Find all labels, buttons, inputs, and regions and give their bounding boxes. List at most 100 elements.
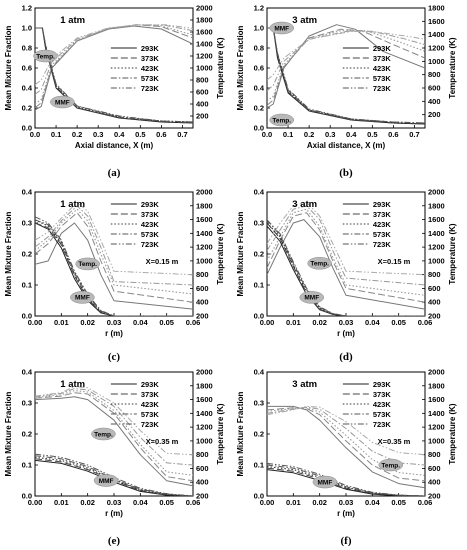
x-tick-label: 0.01 xyxy=(286,498,301,507)
temp-line-373K xyxy=(267,407,425,482)
y-axis-label: Mean Mixture Fraction xyxy=(4,211,13,296)
y2-tick-label: 800 xyxy=(196,450,209,459)
y2-tick-label: 200 xyxy=(196,312,209,321)
y2-tick-label: 1400 xyxy=(196,409,213,418)
y-tick-label: 0.4 xyxy=(22,84,33,93)
y2-tick-label: 2000 xyxy=(428,368,445,377)
panel-a: 0.0 0.1 0.2 0.3 0.4 0.5 0.6 0.7 0.0 0.2 0.4 0.6 0.8 1… xyxy=(4,4,225,180)
temp-line-373K xyxy=(267,212,425,303)
y2-tick-label: 2000 xyxy=(428,188,445,197)
position-note: X=0.35 m xyxy=(146,437,179,446)
pressure-label: 3 atm xyxy=(292,199,317,210)
temp-line-293K xyxy=(35,25,193,111)
temp-line-723K xyxy=(35,386,193,456)
y-axis-label: Mean Mixture Fraction xyxy=(4,25,13,110)
bubble xyxy=(307,257,332,270)
y-tick-label: 0.2 xyxy=(254,250,264,259)
y2-tick-label: 1400 xyxy=(428,229,445,238)
x-tick-label: 0.02 xyxy=(312,498,327,507)
mmf-line-423K xyxy=(267,222,425,316)
y2-tick-label: 400 xyxy=(196,298,209,307)
y2-tick-label: 2000 xyxy=(196,4,213,13)
y2-tick-label: 400 xyxy=(196,478,209,487)
y2-tick-label: 200 xyxy=(196,112,209,121)
legend-label: 573K xyxy=(373,410,392,419)
temp-line-573K xyxy=(267,406,425,466)
bubble-label: Temp. xyxy=(381,462,400,469)
y2-axis-label: Temperature (K) xyxy=(448,37,457,99)
x-tick-label: 0.04 xyxy=(133,318,148,327)
legend-label: 423K xyxy=(141,220,160,229)
x-tick-label: 0.3 xyxy=(93,130,103,139)
mmf-line-723K xyxy=(35,27,193,123)
legend-label: 723K xyxy=(141,420,160,429)
x-axis-label: r (m) xyxy=(337,509,355,518)
x-tick-label: 0.00 xyxy=(28,318,43,327)
temp-line-373K xyxy=(35,24,193,108)
bubble-label: Temp. xyxy=(78,261,97,268)
mmf-line-573K xyxy=(267,464,425,496)
legend-label: 373K xyxy=(373,54,392,63)
x-tick-label: 0.01 xyxy=(286,318,301,327)
subplot-label: (a) xyxy=(108,167,121,179)
temp-line-373K xyxy=(35,392,193,482)
y2-tick-label: 600 xyxy=(428,464,441,473)
temp-line-573K xyxy=(267,205,425,286)
pressure-label: 3 atm xyxy=(292,15,317,26)
temp-line-293K xyxy=(35,222,193,310)
bubble xyxy=(269,113,294,127)
temp-line-723K xyxy=(267,405,425,456)
subplot-label: (b) xyxy=(339,167,353,179)
temp-line-573K xyxy=(35,388,193,466)
y2-tick-label: 600 xyxy=(428,284,441,293)
x-tick-label: 0.05 xyxy=(159,318,174,327)
bubble-label: MMF xyxy=(99,478,114,485)
y2-tick-label: 1800 xyxy=(428,4,445,13)
y2-tick-label: 1600 xyxy=(428,215,445,224)
legend-label: 423K xyxy=(373,220,392,229)
x-tick-label: 0.06 xyxy=(186,318,201,327)
panel-e: 0.00 0.01 0.02 0.03 0.04 0.05 0.06 0.0 0.1 0.2 0.3… xyxy=(4,368,225,548)
y2-tick-label: 1600 xyxy=(196,28,213,37)
legend-label: 293K xyxy=(141,380,160,389)
y2-tick-label: 200 xyxy=(428,110,441,119)
y2-tick-label: 400 xyxy=(428,478,441,487)
bubble-label: MMF xyxy=(304,295,319,302)
bubble-label: Temp. xyxy=(310,261,329,268)
x-tick-label: 0.02 xyxy=(80,498,95,507)
mmf-line-293K xyxy=(35,27,193,124)
temp-line-423K xyxy=(267,30,425,102)
y-tick-label: 0.0 xyxy=(254,124,264,133)
y2-tick-label: 1800 xyxy=(196,16,213,25)
y2-axis-label: Temperature (K) xyxy=(448,223,457,285)
y2-tick-label: 1000 xyxy=(428,57,445,66)
y2-tick-label: 1000 xyxy=(428,256,445,265)
legend-label: 723K xyxy=(373,84,392,93)
y-tick-label: 0.1 xyxy=(254,461,264,470)
y2-tick-label: 400 xyxy=(428,298,441,307)
x-tick-label: 0.01 xyxy=(54,318,69,327)
y-tick-label: 0.2 xyxy=(22,104,32,113)
bubble xyxy=(70,291,95,304)
temp-line-423K xyxy=(267,208,425,296)
y-tick-label: 0.1 xyxy=(254,281,264,290)
y-tick-label: 0.1 xyxy=(22,461,32,470)
y-tick-label: 0.8 xyxy=(254,44,264,53)
mmf-line-723K xyxy=(35,453,193,496)
x-tick-label: 0.06 xyxy=(418,318,433,327)
y2-tick-label: 800 xyxy=(428,450,441,459)
y2-tick-label: 1600 xyxy=(196,215,213,224)
x-tick-label: 0.06 xyxy=(418,498,433,507)
y2-tick-label: 1200 xyxy=(196,243,213,252)
y2-tick-label: 1200 xyxy=(428,243,445,252)
y2-tick-label: 1800 xyxy=(428,201,445,210)
legend-label: 723K xyxy=(373,240,392,249)
pressure-label: 3 atm xyxy=(292,379,317,390)
y2-tick-label: 600 xyxy=(196,284,209,293)
mmf-line-373K xyxy=(35,27,193,124)
bubble xyxy=(312,475,338,489)
y2-axis-label: Temperature (K) xyxy=(448,403,457,465)
bubble-label: Temp. xyxy=(94,431,113,438)
position-note: X=0.15 m xyxy=(146,257,179,266)
